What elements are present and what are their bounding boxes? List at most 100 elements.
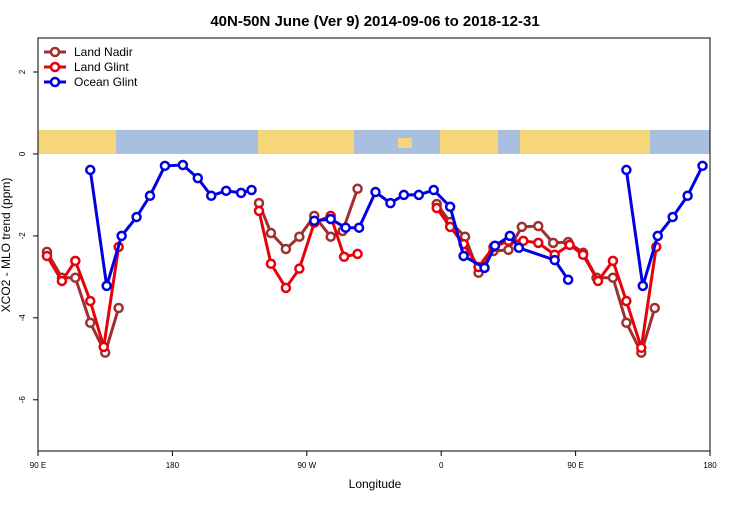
series-point (489, 240, 501, 251)
series-point (667, 211, 678, 223)
series-point (503, 244, 514, 256)
series-point (144, 190, 156, 201)
series-point (621, 295, 632, 307)
land (398, 138, 412, 148)
series-point (652, 230, 663, 242)
series-point (458, 250, 469, 262)
series-point (56, 275, 68, 287)
series-point (562, 274, 574, 285)
chart-title: 40N-50N June (Ver 9) 2014-09-06 to 2018-… (210, 13, 539, 30)
series-point (253, 205, 265, 217)
series-point (513, 242, 525, 254)
series-point (621, 164, 632, 176)
series-point (192, 172, 204, 184)
y-tick-label: 2 (18, 69, 27, 74)
series-point (246, 184, 257, 196)
series-point (101, 280, 112, 292)
series-point (413, 189, 425, 201)
series-point (85, 295, 96, 307)
series-point (205, 190, 217, 201)
plot-frame (37, 37, 711, 452)
series-point (85, 164, 96, 176)
x-tick-label: 180 (166, 461, 180, 470)
series-point (682, 190, 693, 201)
series-point (577, 249, 589, 260)
map-strip (38, 130, 710, 154)
series-point (85, 317, 96, 329)
series-point (479, 262, 490, 274)
series-point (352, 183, 363, 195)
land (440, 130, 498, 154)
series-point (220, 185, 232, 197)
legend-label: Land Nadir (74, 45, 133, 59)
legend-label: Ocean Glint (74, 75, 138, 89)
series-point (444, 201, 456, 213)
series-point (309, 215, 320, 226)
series-point (428, 184, 439, 196)
y-tick-label: -2 (18, 232, 27, 240)
series-point (697, 160, 708, 172)
series-point (325, 213, 336, 225)
series-point (385, 197, 396, 209)
series-point (294, 263, 305, 274)
series-point (607, 272, 619, 283)
series-point (549, 254, 560, 266)
series-point (398, 189, 410, 201)
legend-marker (49, 61, 61, 73)
series-point (649, 302, 660, 314)
series-point (98, 341, 109, 353)
x-tick-label: 90 E (567, 461, 583, 470)
series-point (637, 280, 649, 292)
series-point (516, 221, 528, 233)
y-tick-label: -6 (18, 396, 27, 404)
land (520, 130, 650, 154)
series-point (265, 227, 277, 239)
series-point (533, 220, 544, 232)
x-tick-label: 180 (703, 461, 717, 470)
series-point (352, 248, 363, 260)
land (38, 130, 116, 154)
series-point (564, 239, 575, 251)
series-point (265, 258, 277, 270)
series-point (325, 231, 336, 242)
legend-marker (49, 76, 61, 88)
series-point (235, 187, 247, 199)
y-axis-label: XCO2 - MLO trend (ppm) (0, 178, 13, 313)
series-point (431, 202, 442, 214)
legend-label: Land Glint (74, 60, 129, 74)
series-point (280, 243, 292, 255)
x-axis-label: Longitude (349, 477, 402, 491)
series-point (70, 255, 81, 267)
series-point (592, 275, 604, 287)
y-tick-label: 0 (18, 151, 27, 156)
series-point (621, 317, 632, 329)
x-tick-label: 90 W (297, 461, 316, 470)
series-point (504, 230, 516, 242)
series-point (177, 159, 189, 171)
series-point (518, 235, 529, 247)
series-point (280, 282, 292, 294)
series-point (444, 221, 456, 233)
series-point (116, 230, 127, 242)
series-point (41, 250, 53, 262)
series-point (113, 302, 124, 314)
series-point (533, 237, 544, 249)
series-point (353, 222, 365, 233)
series-point (370, 186, 381, 198)
series-point (340, 222, 351, 233)
series-point (607, 255, 619, 267)
series-point (547, 237, 559, 249)
series-point (131, 211, 142, 223)
series-point (636, 342, 647, 353)
series-point (338, 251, 350, 263)
series-point (294, 231, 305, 242)
series-point (70, 272, 81, 283)
legend-marker (49, 46, 61, 58)
land (258, 130, 354, 154)
x-tick-label: 0 (439, 461, 444, 470)
y-tick-label: -4 (18, 314, 27, 322)
x-tick-label: 90 E (30, 461, 46, 470)
series-point (159, 160, 171, 172)
